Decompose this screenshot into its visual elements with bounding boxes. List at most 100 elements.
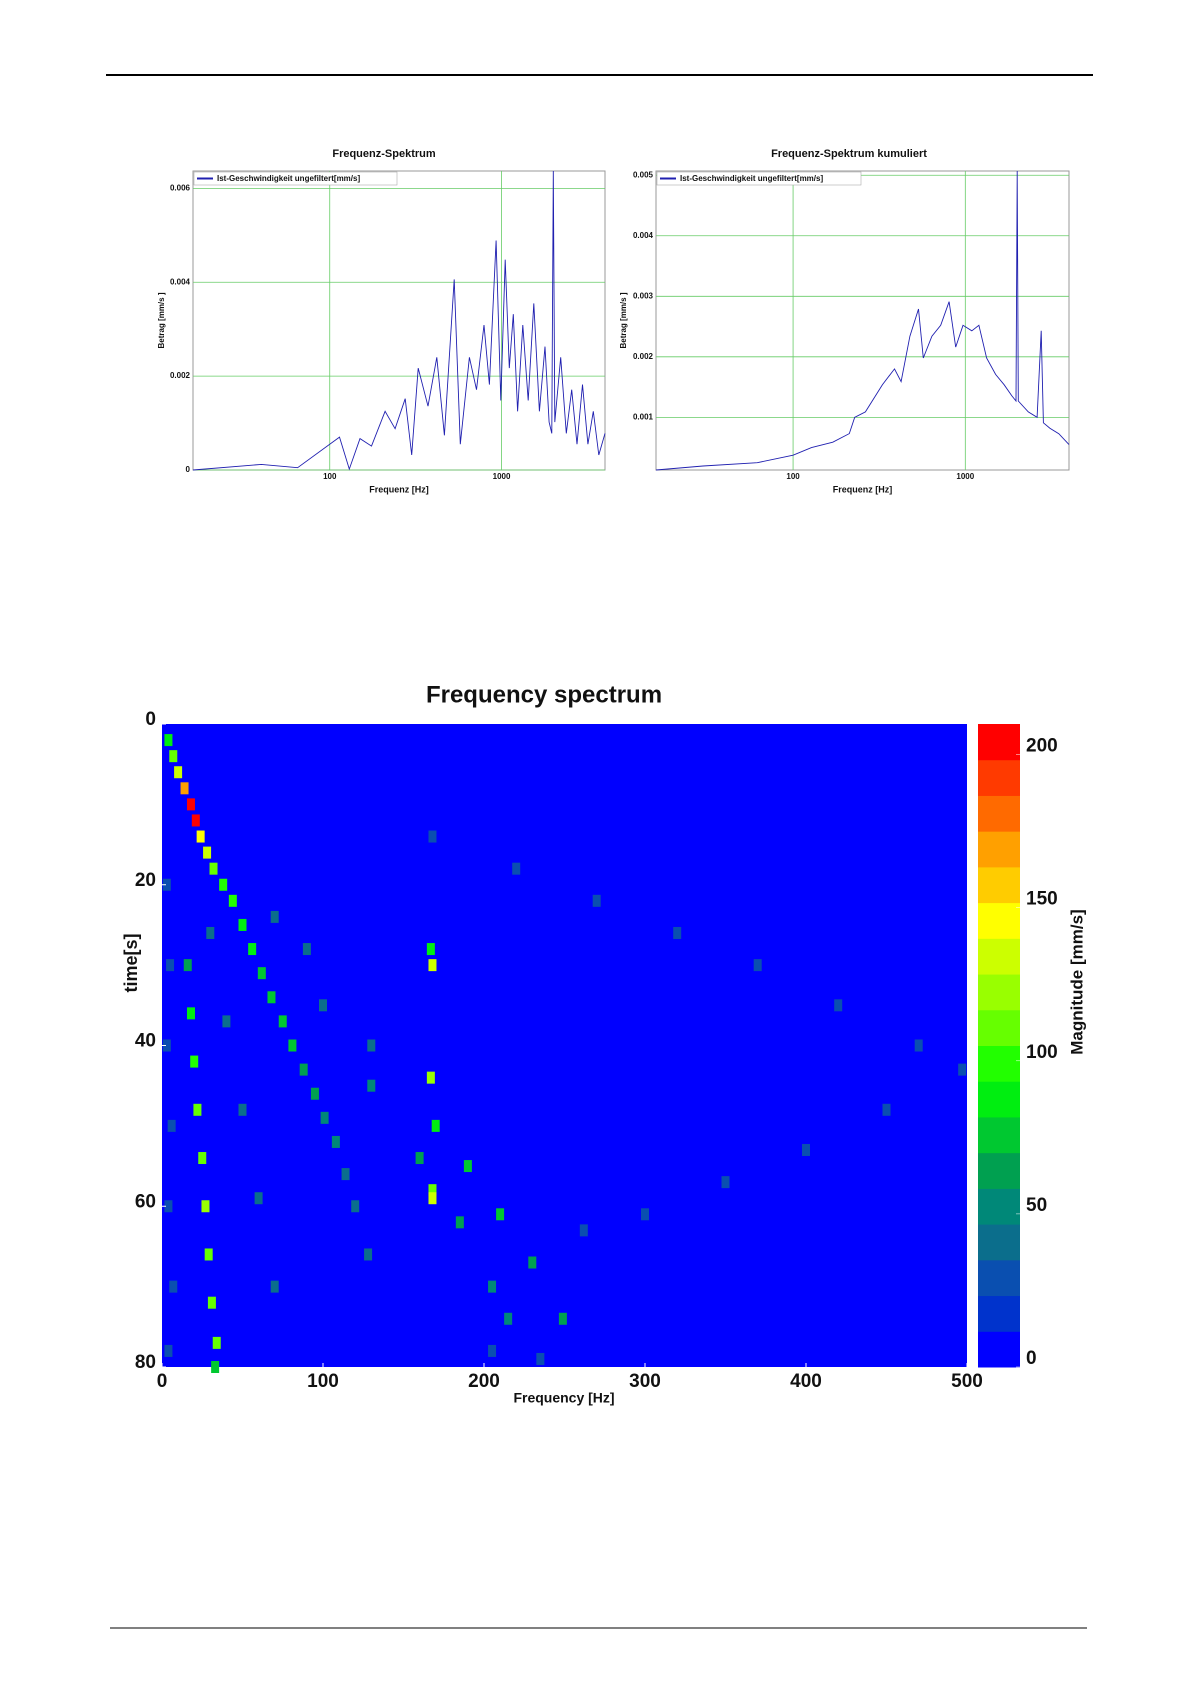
heatmap-cell	[331, 1135, 340, 1148]
heatmap-cell	[431, 1119, 440, 1132]
chart-title: Frequenz-Spektrum	[332, 148, 436, 160]
heatmap-cell	[186, 1007, 195, 1020]
colorbar-step	[978, 974, 1020, 1011]
heatmap-cell	[169, 1280, 178, 1293]
heatmap-cell	[162, 1039, 171, 1052]
colorbar-tick-label: 50	[1026, 1195, 1047, 1216]
heatmap-cell	[186, 798, 195, 811]
y-tick-label: 0	[145, 709, 156, 730]
colorbar-step	[978, 1081, 1020, 1118]
y-axis-label: time[s]	[121, 933, 141, 992]
x-axis-label: Frequenz [Hz]	[369, 484, 429, 494]
chart-title: Frequency spectrum	[426, 681, 662, 708]
heatmap-cell	[364, 1248, 373, 1261]
x-tick-label: 400	[790, 1371, 822, 1392]
spectrum-line	[192, 170, 606, 471]
colorbar-step	[978, 1116, 1020, 1154]
heatmap-cell	[270, 1280, 279, 1293]
heatmap-cell	[914, 1039, 923, 1052]
x-tick-label: 1000	[493, 472, 511, 481]
heatmap-cell	[174, 766, 183, 779]
heatmap-cell	[721, 1176, 730, 1189]
heatmap-cell	[455, 1216, 464, 1229]
heatmap-cell	[169, 750, 178, 763]
colorbar-step	[978, 938, 1020, 975]
heatmap-cell	[341, 1168, 350, 1181]
y-tick-label: 0.001	[633, 412, 654, 421]
heatmap-cell	[958, 1063, 967, 1076]
y-tick-label: 0.005	[633, 170, 654, 179]
colorbar-step	[978, 1152, 1020, 1189]
colorbar-step	[978, 831, 1020, 868]
heatmap-cell	[191, 814, 200, 827]
x-tick-label: 100	[786, 472, 800, 481]
heatmap-cell	[367, 1039, 376, 1052]
y-tick-label: 0.002	[633, 352, 654, 361]
y-tick-label: 0.004	[170, 277, 191, 286]
colorbar-step	[978, 866, 1020, 904]
heatmap-cell	[164, 1200, 173, 1213]
heatmap-cell	[270, 910, 279, 923]
heatmap-cell	[198, 1152, 207, 1165]
y-tick-label: 40	[135, 1031, 156, 1052]
x-tick-label: 300	[629, 1371, 661, 1392]
heatmap-cell	[219, 878, 228, 891]
heatmap-cell	[882, 1103, 891, 1116]
heatmap-cell	[428, 959, 437, 972]
heatmap-cell	[463, 1160, 472, 1173]
heatmap-cell	[203, 846, 212, 859]
spectrum-line	[655, 170, 1070, 471]
heatmap-cell	[211, 1361, 220, 1373]
legend-label: Ist-Geschwindigkeit ungefiltert[mm/s]	[680, 174, 823, 183]
colorbar-step	[978, 1295, 1020, 1332]
heatmap-cell	[512, 862, 521, 875]
heatmap-cell	[834, 999, 843, 1012]
colorbar-step	[978, 1259, 1020, 1297]
chart-title: Frequenz-Spektrum kumuliert	[771, 148, 927, 160]
colorbar-step	[978, 1045, 1020, 1082]
heatmap-cell	[579, 1224, 588, 1237]
heatmap-cell	[190, 1055, 199, 1068]
heatmap-cell	[212, 1336, 221, 1349]
y-tick-label: 60	[135, 1191, 156, 1212]
x-tick-label: 100	[307, 1371, 339, 1392]
legend-label: Ist-Geschwindigkeit ungefiltert[mm/s]	[217, 174, 360, 183]
x-axis-label: Frequenz [Hz]	[833, 484, 893, 494]
heatmap-cell	[206, 926, 215, 939]
heatmap-cell	[415, 1152, 424, 1165]
heatmap-cell	[673, 926, 682, 939]
heatmap-cell	[204, 1248, 213, 1261]
y-tick-label: 20	[135, 870, 156, 891]
heatmap-cell	[488, 1280, 497, 1293]
colorbar-step	[978, 1331, 1020, 1368]
heatmap-cell	[802, 1143, 810, 1156]
heatmap-cell	[222, 1015, 231, 1028]
heatmap-cell	[238, 918, 247, 931]
heatmap-cell	[278, 1015, 287, 1028]
y-tick-label: 80	[135, 1352, 156, 1373]
heatmap-cell	[288, 1039, 297, 1052]
heatmap-cell	[428, 1192, 437, 1205]
colorbar-tick-label: 0	[1026, 1348, 1037, 1369]
colorbar-step	[978, 1224, 1020, 1261]
heatmap-cell	[536, 1352, 545, 1365]
y-tick-label: 0	[186, 465, 191, 474]
heatmap-cell	[238, 1103, 247, 1116]
y-axis-label: Betrag [mm/s ]	[157, 292, 166, 348]
heatmap-cell	[641, 1208, 649, 1221]
heatmap-cell	[248, 943, 257, 956]
heatmap-cell	[254, 1192, 263, 1205]
heatmap-cell	[167, 1119, 176, 1132]
colorbar-step	[978, 795, 1020, 832]
colorbar-tick-label: 200	[1026, 736, 1058, 757]
heatmap-cell	[302, 943, 311, 956]
x-tick-label: 0	[157, 1371, 168, 1392]
colorbar-step	[978, 902, 1020, 939]
heatmap-cell	[299, 1063, 308, 1076]
heatmap-cell	[201, 1200, 210, 1213]
y-tick-label: 0.002	[170, 371, 191, 380]
heatmap-cell	[257, 967, 266, 980]
colorbar-step	[978, 724, 1020, 761]
y-tick-label: 0.006	[170, 183, 191, 192]
